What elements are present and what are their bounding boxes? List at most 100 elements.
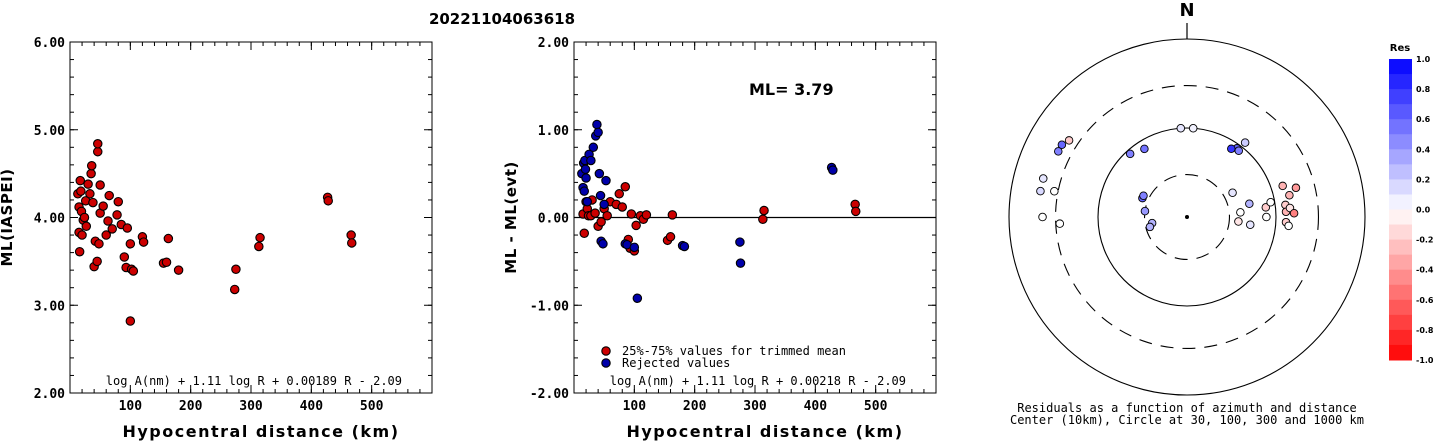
data-point — [598, 239, 608, 249]
data-point — [255, 232, 265, 243]
colorbar-tick-label: 1.0 — [1416, 55, 1431, 64]
station-residual-point — [1064, 136, 1074, 145]
station-residual-point — [1055, 219, 1065, 228]
colorbar-segment — [1389, 59, 1412, 75]
y-tick-label: 2.00 — [34, 387, 65, 402]
colorbar-segment — [1389, 74, 1412, 90]
data-point — [161, 257, 172, 268]
station-residual-point — [1125, 149, 1135, 159]
epicenter-dot — [1185, 215, 1189, 219]
distance-ring — [1054, 84, 1320, 350]
station-residual-point — [1188, 123, 1198, 133]
data-point — [602, 210, 612, 221]
colorbar-segment — [1389, 179, 1412, 195]
data-point — [580, 164, 591, 174]
data-point — [101, 230, 111, 240]
station-residual-point — [1228, 188, 1237, 198]
data-point — [112, 210, 122, 220]
data-point — [119, 252, 130, 262]
station-residual-point — [1057, 140, 1067, 150]
data-point — [590, 208, 600, 218]
station-residual-point — [1245, 220, 1255, 230]
x-tick-label: 400 — [300, 399, 324, 414]
legend-marker — [601, 346, 611, 356]
x-tick-label: 500 — [864, 399, 888, 414]
data-point — [113, 196, 124, 207]
colorbar-segment — [1389, 344, 1412, 361]
colorbar-segment — [1389, 194, 1412, 210]
formula-text: log A(nm) + 1.11 log R + 0.00218 R - 2.0… — [610, 374, 906, 388]
station-residual-point — [1278, 181, 1287, 191]
data-point — [347, 238, 357, 248]
data-point — [104, 190, 114, 201]
data-point — [851, 206, 861, 217]
data-point — [667, 210, 678, 220]
colorbar-tick-label: 0.0 — [1416, 206, 1431, 215]
data-point — [588, 142, 599, 153]
data-point — [85, 189, 95, 199]
residual-vs-distance-plot: -2.00 -1.00 0.00 1.00 2.00 100 200 300 400 500 Hyp… — [502, 36, 937, 441]
x-tick-label: 300 — [239, 399, 263, 414]
data-point — [95, 180, 105, 190]
colorbar-segment — [1389, 329, 1412, 346]
colorbar-segment — [1389, 119, 1412, 135]
station-residual-point — [1236, 208, 1245, 217]
caption-line-1: Residuals as a function of azimuth and d… — [1017, 401, 1357, 415]
data-point — [582, 196, 593, 207]
data-point — [586, 155, 596, 166]
data-point — [231, 264, 241, 275]
data-point — [93, 146, 103, 157]
station-residual-point — [1245, 199, 1254, 209]
data-point — [163, 233, 174, 244]
data-point — [828, 165, 838, 175]
figure-title: 20221104063618 — [429, 10, 575, 28]
colorbar-segment — [1389, 269, 1412, 286]
plot-frame — [69, 41, 433, 394]
data-point — [735, 237, 745, 247]
data-point — [614, 189, 624, 199]
distance-ring — [1097, 127, 1277, 307]
data-point — [758, 214, 768, 225]
data-point — [125, 239, 136, 249]
data-point — [596, 217, 606, 227]
y-tick-label: 2.00 — [538, 36, 569, 51]
caption-line-2: Center (10km), Circle at 30, 100, 300 an… — [1010, 413, 1364, 427]
data-point — [759, 205, 769, 216]
data-point — [93, 139, 103, 149]
station-residual-point — [1139, 191, 1148, 201]
colorbar-segment — [1389, 284, 1412, 301]
station-residual-point — [1038, 212, 1047, 222]
data-point — [92, 256, 102, 267]
data-point — [77, 230, 87, 240]
data-point — [626, 209, 637, 219]
data-point — [88, 197, 98, 208]
station-residual-point — [1261, 203, 1271, 212]
colorbar-tick-label: -1.0 — [1416, 356, 1434, 365]
station-residual-point — [1036, 186, 1045, 196]
colorbar-segment — [1389, 89, 1412, 105]
data-point — [579, 228, 590, 239]
colorbar-segment — [1389, 299, 1412, 316]
legend-label: 25%-75% values for trimmed mean — [622, 344, 846, 358]
y-tick-label: 4.00 — [34, 212, 65, 227]
station-residual-point — [1234, 217, 1243, 226]
colorbar-segment — [1389, 104, 1412, 120]
y-tick-label: 0.00 — [538, 212, 569, 227]
data-point — [107, 224, 117, 234]
data-point — [125, 316, 136, 326]
y-tick-label: 6.00 — [34, 36, 65, 51]
x-axis-label: Hypocentral distance (km) — [122, 422, 399, 441]
data-point — [81, 221, 92, 232]
station-residual-point — [1176, 123, 1186, 133]
data-point — [599, 199, 609, 210]
colorbar-tick-label: -0.4 — [1416, 266, 1434, 275]
data-point — [86, 160, 97, 171]
data-point — [579, 186, 590, 196]
x-tick-label: 200 — [683, 399, 707, 414]
station-residual-point — [1285, 190, 1294, 200]
y-tick-label: 5.00 — [34, 124, 65, 139]
station-residual-point — [1291, 183, 1301, 193]
station-residual-point — [1145, 222, 1155, 232]
station-residual-point — [1039, 174, 1048, 183]
